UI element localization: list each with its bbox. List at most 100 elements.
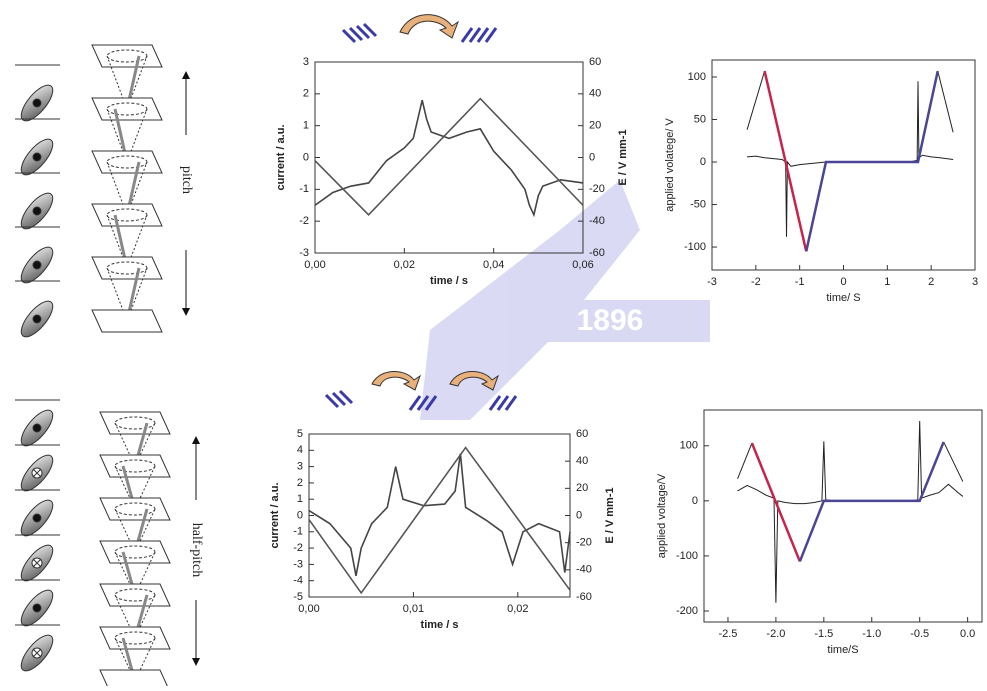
- x-tick-label: 0,00: [298, 603, 319, 615]
- y-tick-label: 0: [303, 151, 309, 163]
- data-line: [737, 442, 753, 480]
- cross-mark: [32, 648, 42, 658]
- x-tick-label: -2: [751, 276, 761, 288]
- x-tick-label: -1.5: [814, 628, 833, 640]
- y-tick-label: 0: [692, 495, 698, 507]
- smectic-plane: [91, 309, 163, 333]
- y-tick-label: 2: [297, 477, 303, 489]
- x-tick-label: 0,02: [394, 259, 415, 271]
- smectic-plane: [99, 669, 171, 691]
- half-pitch-label: half-pitch: [189, 523, 204, 577]
- chart: 0,00 0,02 0,04 0,06 -3 -2 -1 0 1 2 3 -60 -40 -20 0 20 40…: [275, 56, 629, 287]
- x-tick-label: -1: [795, 276, 805, 288]
- y-tick-label: -3: [293, 558, 303, 570]
- y-tick-label: -2: [293, 542, 303, 554]
- cone-base: [114, 588, 156, 602]
- chart: -2.5 -2.0 -1.5 -1.0 -0.5 0.0 -200 -100 0 100 time/…: [656, 409, 983, 656]
- data-line: [805, 70, 939, 252]
- data-line: [937, 70, 954, 133]
- x-axis-label: time/ S: [826, 292, 860, 304]
- x-tick-label: 0.0: [960, 628, 975, 640]
- cross-mark: [32, 468, 42, 478]
- dot: [32, 206, 42, 216]
- y2-tick-label: 40: [576, 455, 588, 467]
- y-tick-label: -2: [299, 215, 309, 227]
- dot: [32, 98, 42, 108]
- x-tick-label: 0,00: [304, 259, 325, 271]
- smectic-plane: [99, 497, 171, 521]
- y-axis-label: current / a.u.: [269, 482, 281, 548]
- data-line: [798, 441, 945, 562]
- dot: [32, 260, 42, 270]
- y-tick-label: -4: [293, 575, 303, 587]
- smectic-plane: [91, 203, 163, 227]
- watermark: 1896: [420, 180, 710, 420]
- x-tick-label: -1.0: [862, 628, 881, 640]
- smectic-plane: [99, 411, 171, 435]
- y2-tick-label: 0: [589, 151, 595, 163]
- dot: [32, 152, 42, 162]
- data-line: [314, 97, 584, 216]
- y2-tick-label: 60: [576, 428, 588, 440]
- data-line: [750, 442, 802, 562]
- x-tick-label: -0.5: [910, 628, 929, 640]
- x-tick-label: 0,04: [483, 259, 504, 271]
- chart: -3 -2 -1 0 1 2 3 -100 -50 0 50 100 time/ S applied vo…: [664, 59, 978, 304]
- plot-frame: [314, 61, 584, 254]
- y-tick-label: 50: [694, 113, 706, 125]
- cone-base: [114, 545, 156, 559]
- y-tick-label: -200: [676, 605, 698, 617]
- y2-tick-label: 20: [576, 482, 588, 494]
- y2-tick-label: 40: [589, 88, 601, 100]
- y-tick-label: 100: [688, 71, 706, 83]
- y-tick-label: 3: [297, 461, 303, 473]
- y-axis-label: current / a.u.: [275, 124, 287, 190]
- smectic-plane: [99, 454, 171, 478]
- y-tick-label: 0: [297, 509, 303, 521]
- y2-tick-label: -20: [589, 183, 605, 195]
- y-tick-label: 2: [303, 88, 309, 100]
- y2-tick-label: -60: [576, 591, 592, 603]
- y2-tick-label: -60: [589, 247, 605, 259]
- x-tick-label: 0,02: [507, 603, 528, 615]
- y2-tick-label: -40: [589, 215, 605, 227]
- y-tick-label: -3: [299, 247, 309, 259]
- x-tick-label: 0: [840, 276, 846, 288]
- cross-mark: [32, 558, 42, 568]
- data-line: [763, 70, 808, 252]
- y-tick-label: -50: [690, 198, 706, 210]
- dot: [32, 603, 42, 613]
- cone-base: [114, 416, 156, 430]
- y-tick-label: 4: [297, 444, 303, 456]
- switching-icons: [324, 22, 518, 411]
- x-axis-label: time / s: [430, 275, 468, 287]
- y-tick-label: -1: [293, 526, 303, 538]
- plot-frame: [703, 409, 983, 623]
- smectic-plane: [91, 256, 163, 280]
- y-tick-label: -1: [299, 183, 309, 195]
- dot: [32, 314, 42, 324]
- data-line: [747, 81, 954, 237]
- data-line: [746, 70, 766, 130]
- y2-axis-label: E / V mm-1: [604, 487, 616, 543]
- smectic-plane: [91, 97, 163, 121]
- x-tick-label: 0,06: [572, 259, 593, 271]
- y2-axis-label: E / V mm-1: [617, 129, 629, 185]
- dot: [32, 513, 42, 523]
- y-tick-label: 1: [303, 120, 309, 132]
- x-axis-label: time / s: [421, 619, 459, 631]
- smectic-plane: [99, 583, 171, 607]
- x-tick-label: 1: [884, 276, 890, 288]
- data-line: [314, 100, 584, 218]
- smectic-plane: [99, 540, 171, 564]
- x-tick-label: -3: [707, 276, 717, 288]
- cone-base: [114, 459, 156, 473]
- watermark-text: 1896: [577, 304, 644, 337]
- y-axis-label: applied voltage/V: [656, 473, 668, 558]
- x-tick-label: -2.5: [718, 628, 737, 640]
- plot-frame: [308, 433, 571, 598]
- smectic-plane: [91, 150, 163, 174]
- phase-diagrams: [15, 44, 171, 691]
- cone-base: [114, 502, 156, 516]
